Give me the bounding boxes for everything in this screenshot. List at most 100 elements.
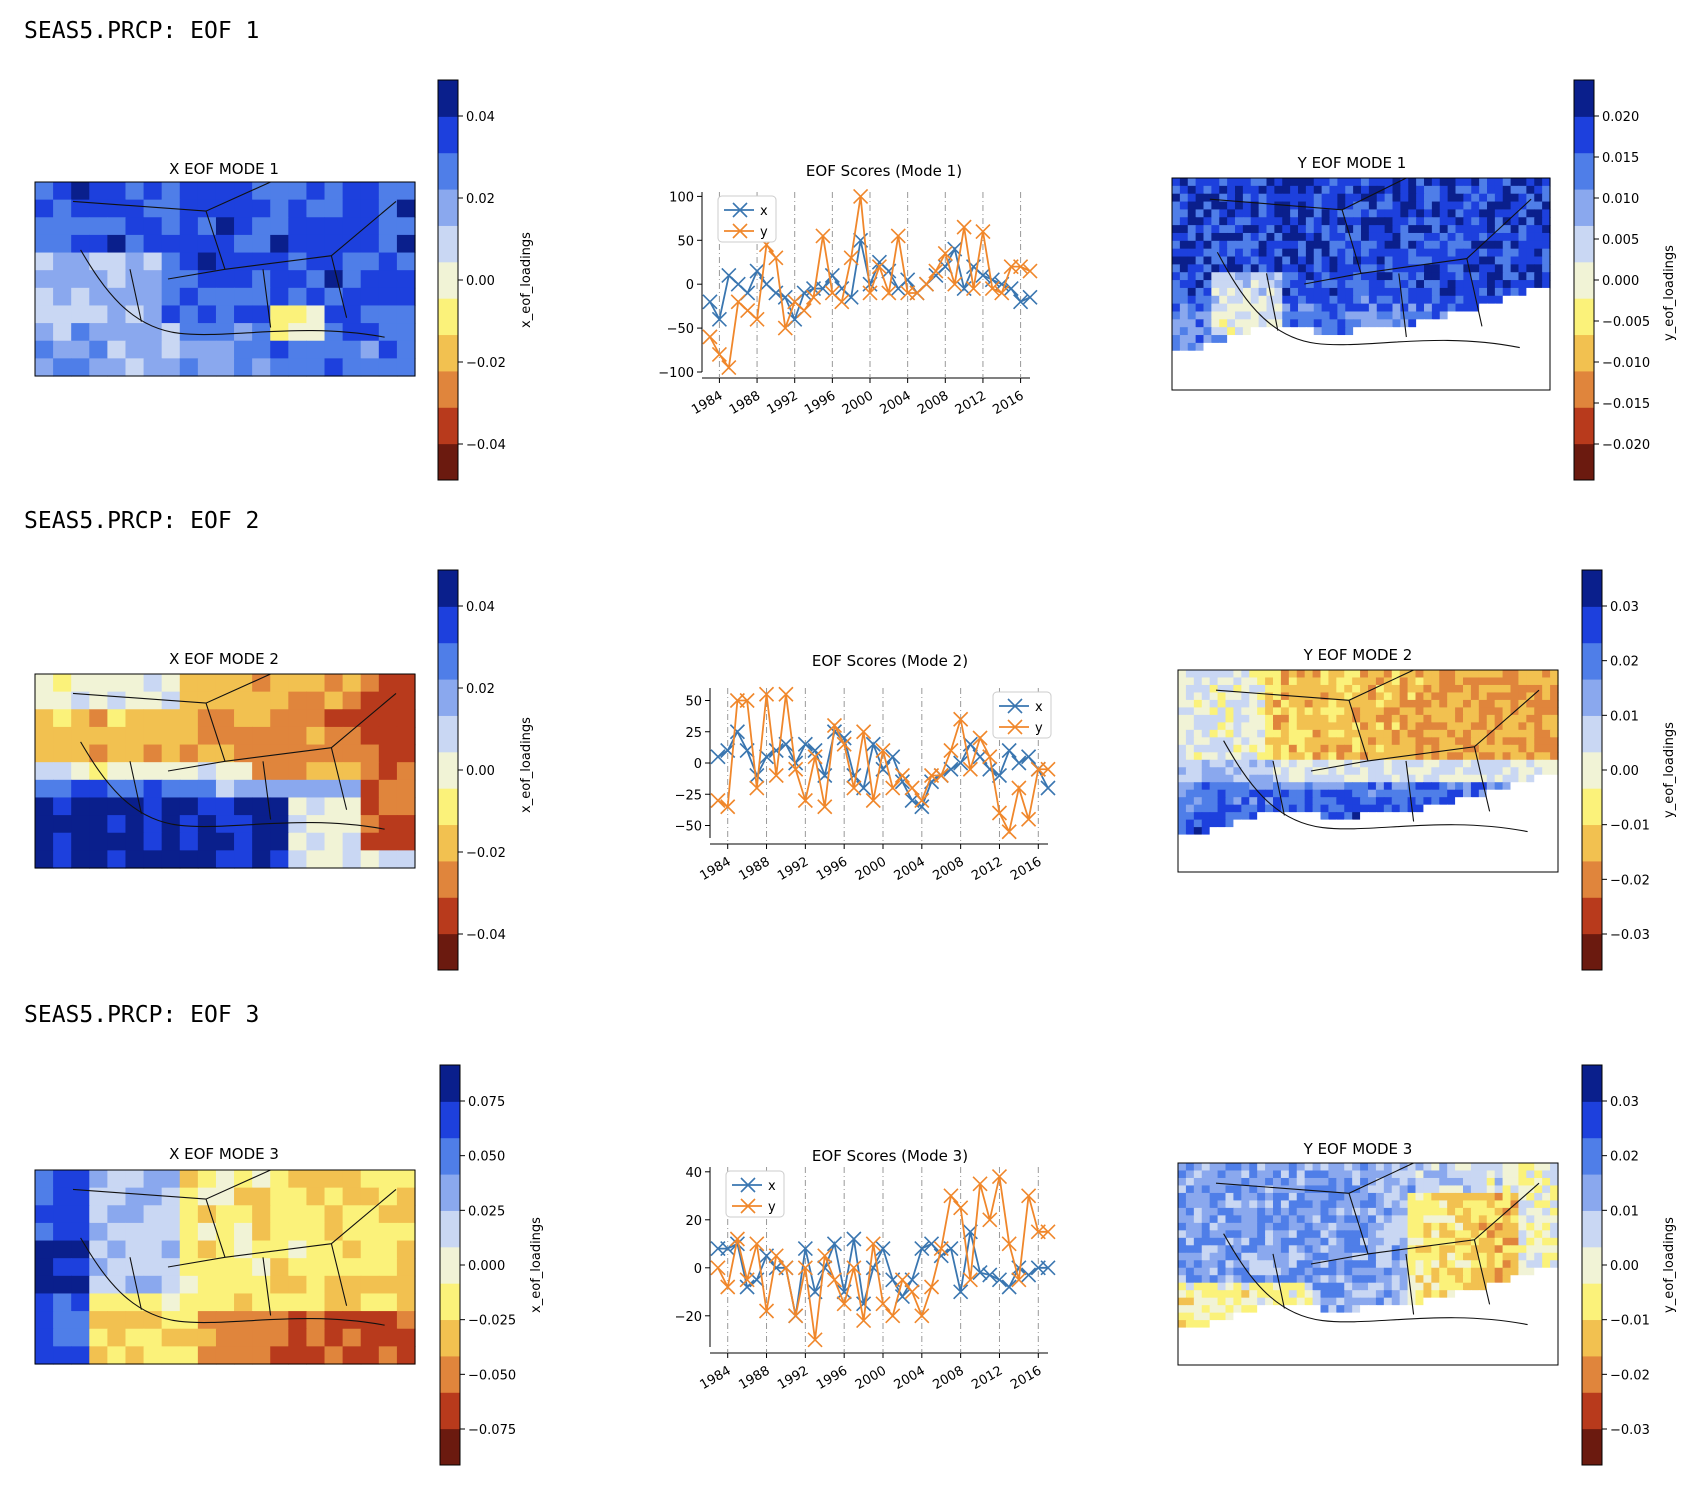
y-tick-label: 50 xyxy=(685,695,702,710)
y-colorbar-tick-label: 0.00 xyxy=(1610,1259,1639,1274)
y-colorbar: 0.030.020.010.00−0.01−0.02−0.03 xyxy=(1582,1065,1650,1466)
y-tick-label: 0 xyxy=(694,757,702,772)
y-tick-label: 100 xyxy=(669,190,694,205)
y-colorbar-label: y_eof_loadings xyxy=(1662,1217,1677,1313)
y-colorbar-tick-label: 0.03 xyxy=(1610,1095,1639,1110)
y-colorbar-tick-label: −0.020 xyxy=(1602,438,1650,453)
legend: xy xyxy=(993,692,1051,738)
eof-panel-svg-3: X EOF MODE 3 x_eof_loadings EOF Scores (… xyxy=(0,1055,1694,1470)
data-point-y xyxy=(711,794,725,808)
eof-panel-3: X EOF MODE 3 x_eof_loadings EOF Scores (… xyxy=(0,1055,1694,1485)
y-map-title: Y EOF MODE 1 xyxy=(1297,154,1407,172)
x-colorbar-label: x_eof_loadings xyxy=(519,717,534,813)
y-tick-label: −100 xyxy=(658,366,694,381)
data-point-x xyxy=(827,1237,841,1251)
data-point-x xyxy=(703,295,717,309)
y-map-title: Y EOF MODE 2 xyxy=(1303,646,1413,664)
legend-label: x xyxy=(768,1179,776,1194)
y-colorbar: 0.0200.0150.0100.0050.000−0.005−0.010−0.… xyxy=(1574,80,1650,481)
data-point-y xyxy=(963,762,977,776)
y-tick-label: −25 xyxy=(675,788,702,803)
x-colorbar-tick-label: −0.050 xyxy=(468,1368,516,1383)
y-colorbar-tick-label: −0.010 xyxy=(1602,356,1650,371)
x-colorbar-tick-label: 0.000 xyxy=(468,1259,505,1274)
x-tick-label: 1996 xyxy=(814,1363,850,1393)
eof-panel-1: X EOF MODE 1 x_eof_loadings EOF Scores (… xyxy=(0,70,1694,500)
y-colorbar-tick-label: 0.015 xyxy=(1602,151,1639,166)
x-tick-label: 1996 xyxy=(814,854,850,884)
scores-title: EOF Scores (Mode 1) xyxy=(806,162,962,180)
y-colorbar-tick-label: −0.005 xyxy=(1602,315,1650,330)
x-eof-map xyxy=(35,674,416,869)
y-tick-label: 25 xyxy=(685,726,702,741)
section-title-3: SEAS5.PRCP: EOF 3 xyxy=(24,1002,259,1028)
y-colorbar-tick-label: −0.01 xyxy=(1610,1314,1650,1329)
legend: xy xyxy=(726,1171,784,1217)
x-colorbar-tick-label: 0.02 xyxy=(466,192,495,207)
x-tick-label: 2012 xyxy=(969,1363,1005,1393)
y-eof-map xyxy=(1178,670,1559,873)
data-point-y xyxy=(886,781,900,795)
y-tick-label: 0 xyxy=(686,278,694,293)
x-tick-label: 2008 xyxy=(930,854,966,884)
y-colorbar-tick-label: 0.02 xyxy=(1610,655,1639,670)
data-point-x xyxy=(1041,781,1055,795)
x-colorbar-label: x_eof_loadings xyxy=(529,1217,544,1313)
data-point-x xyxy=(740,1280,754,1294)
section-title-2: SEAS5.PRCP: EOF 2 xyxy=(24,508,259,534)
data-point-x xyxy=(808,744,822,758)
x-tick-label: 2004 xyxy=(892,1363,928,1393)
legend-label: y xyxy=(760,225,768,240)
x-tick-label: 2012 xyxy=(953,388,989,418)
x-tick-label: 2000 xyxy=(840,388,876,418)
data-point-y xyxy=(827,1273,841,1287)
data-point-y xyxy=(919,277,933,291)
y-colorbar-tick-label: −0.01 xyxy=(1610,819,1650,834)
x-colorbar-tick-label: 0.00 xyxy=(466,274,495,289)
eof-panel-svg-1: X EOF MODE 1 x_eof_loadings EOF Scores (… xyxy=(0,70,1694,500)
y-eof-map xyxy=(1178,1163,1559,1366)
y-tick-label: −20 xyxy=(675,1310,702,1325)
x-eof-map xyxy=(35,182,416,377)
x-tick-label: 2004 xyxy=(877,388,913,418)
legend-label: y xyxy=(768,1200,776,1215)
y-tick-label: −50 xyxy=(675,820,702,835)
legend-label: x xyxy=(760,204,768,219)
data-point-x xyxy=(983,762,997,776)
y-map-title: Y EOF MODE 3 xyxy=(1303,1140,1413,1158)
y-colorbar-tick-label: 0.020 xyxy=(1602,110,1639,125)
x-colorbar-tick-label: −0.02 xyxy=(466,356,506,371)
y-colorbar-tick-label: −0.02 xyxy=(1610,873,1650,888)
y-colorbar-label: y_eof_loadings xyxy=(1662,722,1677,818)
x-colorbar-tick-label: 0.075 xyxy=(468,1095,505,1110)
y-tick-label: 20 xyxy=(685,1214,702,1229)
data-point-y xyxy=(1002,825,1016,839)
data-point-x xyxy=(973,1266,987,1280)
x-tick-label: 2016 xyxy=(990,388,1026,418)
data-point-x xyxy=(711,750,725,764)
data-point-x xyxy=(1002,1280,1016,1294)
x-tick-label: 1988 xyxy=(727,388,763,418)
x-colorbar-tick-label: −0.025 xyxy=(468,1314,516,1329)
x-tick-label: 2000 xyxy=(853,854,889,884)
x-tick-label: 1984 xyxy=(698,1363,734,1393)
data-point-y xyxy=(895,1273,909,1287)
data-point-x xyxy=(866,737,880,751)
legend-label: x xyxy=(1035,700,1043,715)
x-tick-label: 2004 xyxy=(892,854,928,884)
data-point-y xyxy=(983,1213,997,1227)
x-tick-label: 2008 xyxy=(915,388,951,418)
data-point-x xyxy=(1022,750,1036,764)
data-point-y xyxy=(1022,812,1036,826)
x-tick-label: 1988 xyxy=(736,1363,772,1393)
x-tick-label: 1992 xyxy=(765,388,801,418)
y-colorbar-tick-label: 0.000 xyxy=(1602,274,1639,289)
legend-label: y xyxy=(1035,721,1043,736)
data-point-y xyxy=(944,744,958,758)
data-point-x xyxy=(847,769,861,783)
x-eof-map xyxy=(35,1170,416,1365)
x-colorbar: 0.040.020.00−0.02−0.04 xyxy=(438,570,506,971)
